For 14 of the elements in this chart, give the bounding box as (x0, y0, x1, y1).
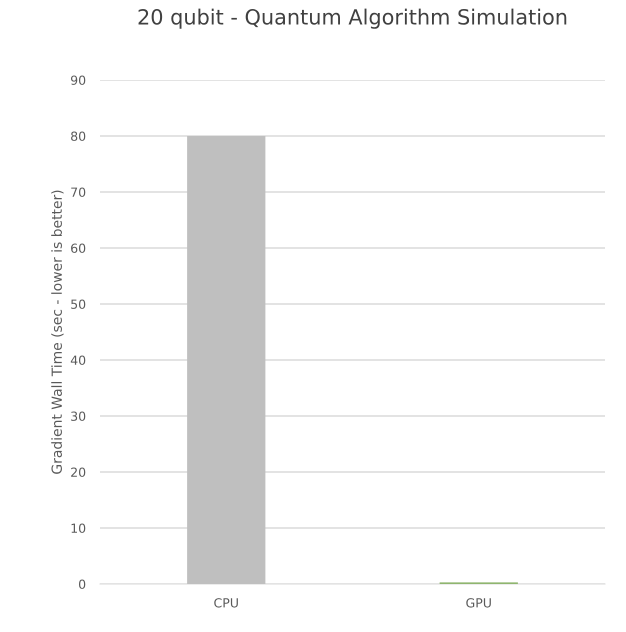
y-tick-label: 0 (78, 579, 86, 589)
y-tick-label: 30 (71, 411, 86, 421)
y-tick-label: 80 (71, 131, 86, 141)
y-tick-label: 50 (71, 299, 86, 309)
y-tick-label: 20 (71, 467, 86, 477)
y-tick-label: 60 (71, 243, 86, 253)
y-tick-label: 10 (72, 523, 86, 533)
y-tick-label: 40 (70, 355, 86, 365)
chart-title: 20 qubit - Quantum Algorithm Simulation (138, 8, 566, 29)
y-tick-label: 70 (71, 187, 86, 197)
y-axis-title: Gradient Wall Time (sec - lower is better) (51, 190, 64, 474)
y-tick-label: 90 (70, 75, 86, 85)
x-tick-label: CPU (214, 598, 238, 608)
x-tick-label: GPU (466, 598, 491, 608)
